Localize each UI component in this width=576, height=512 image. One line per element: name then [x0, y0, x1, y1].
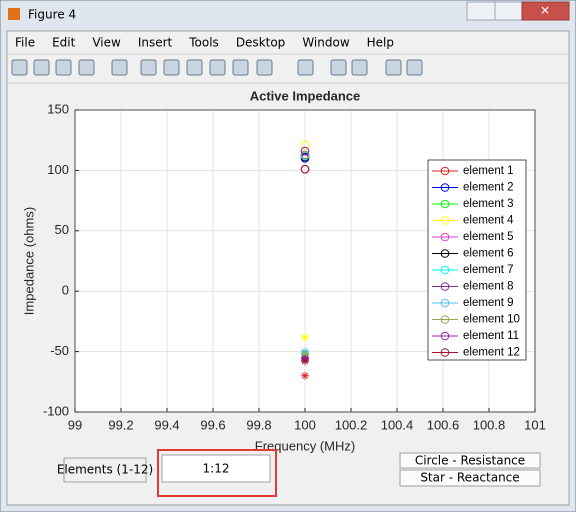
legend-label: element 2: [463, 182, 514, 194]
legend-label: element 6: [463, 248, 514, 260]
legend-swatch-marker: [440, 249, 450, 258]
legend-swatch-marker: [440, 348, 450, 357]
y-axis-label: Impedance (ohms): [21, 207, 36, 315]
elements-input[interactable]: [161, 454, 271, 483]
reactance-button-text: Star - Reactance: [420, 471, 519, 485]
toolbar-button[interactable]: [209, 59, 226, 76]
menu-item[interactable]: Edit: [52, 36, 76, 50]
menu-item[interactable]: File: [15, 36, 35, 50]
elements-label-text: Elements (1-12): [57, 463, 153, 477]
y-tick-label: 50: [55, 222, 69, 237]
x-tick-label: 99.6: [200, 417, 225, 432]
menu-item[interactable]: Desktop: [236, 36, 286, 50]
reactance-marker: [301, 371, 309, 380]
toolbar-button[interactable]: [186, 59, 203, 76]
toolbar-button[interactable]: [297, 59, 314, 76]
elements-input-text: 1:12: [203, 462, 230, 476]
y-tick-label: 0: [62, 283, 69, 298]
reactance-marker: [301, 333, 309, 342]
x-tick-label: 99: [68, 417, 82, 432]
close-button[interactable]: [521, 1, 570, 21]
legend-label: element 12: [463, 347, 520, 359]
legend-label: element 10: [463, 314, 520, 326]
axes-box: [74, 109, 536, 413]
resistance-marker: [300, 146, 310, 156]
legend-swatch-marker: [440, 315, 450, 324]
x-tick-label: 100.8: [473, 417, 506, 432]
legend-label: element 8: [463, 281, 514, 293]
y-tick-label: -100: [43, 403, 69, 418]
toolbar-button[interactable]: [406, 59, 423, 76]
x-tick-label: 99.2: [108, 417, 133, 432]
menu-item[interactable]: Insert: [138, 36, 173, 50]
legend-swatch-marker: [440, 331, 450, 341]
legend-swatch-marker: [440, 282, 450, 291]
reactance-marker: [301, 350, 309, 359]
window-title: Figure 4: [28, 8, 76, 22]
menu-item[interactable]: View: [92, 36, 121, 50]
legend-swatch-marker: [440, 183, 450, 192]
toolbar-button[interactable]: [163, 59, 180, 76]
toolbar-button[interactable]: [33, 59, 50, 76]
x-tick-label: 100.6: [427, 417, 460, 432]
toolbar-button[interactable]: [55, 59, 72, 76]
x-tick-label: 99.8: [246, 417, 271, 432]
toolbar-button[interactable]: [330, 59, 347, 76]
toolbar-button[interactable]: [385, 59, 402, 76]
reactance-marker: [301, 357, 309, 366]
chart-title: Active Impedance: [250, 88, 361, 103]
x-tick-label: 100.2: [335, 417, 368, 432]
resistance-marker: [300, 150, 310, 159]
elements-label: [63, 457, 147, 483]
resistance-button-text: Circle - Resistance: [415, 454, 525, 468]
x-axis-label: Frequency (MHz): [255, 438, 355, 453]
x-tick-label: 99.4: [154, 417, 179, 432]
reactance-button[interactable]: [399, 469, 541, 487]
x-tick-label: 101: [524, 417, 546, 432]
toolbar-button[interactable]: [111, 59, 128, 76]
y-tick-label: 100: [47, 162, 69, 177]
y-tick-label: -50: [50, 343, 69, 358]
minimize-button[interactable]: [466, 1, 496, 21]
resistance-marker: [300, 164, 310, 174]
legend-swatch-marker: [440, 166, 450, 176]
menu-item[interactable]: Help: [367, 36, 394, 50]
toolbar-button[interactable]: [351, 59, 368, 76]
toolbar-button[interactable]: [232, 59, 249, 76]
resistance-button[interactable]: [399, 452, 541, 469]
toolbar-button[interactable]: [78, 59, 95, 76]
legend-label: element 3: [463, 198, 514, 210]
legend-swatch-marker: [440, 232, 450, 242]
toolbar-button[interactable]: [11, 59, 28, 76]
legend-swatch-marker: [440, 199, 450, 209]
legend-swatch-marker: [440, 298, 450, 308]
legend-label: element 5: [463, 231, 514, 243]
legend-swatch-marker: [440, 265, 450, 275]
legend: [427, 159, 527, 361]
x-tick-label: 100: [294, 417, 316, 432]
legend-label: element 11: [463, 330, 519, 342]
app-icon: [8, 8, 20, 20]
y-tick-label: 150: [47, 101, 69, 116]
toolbar-button[interactable]: [140, 59, 157, 76]
legend-swatch-marker: [440, 216, 450, 225]
highlight-box: [157, 449, 277, 497]
close-glyph: ✕: [540, 4, 550, 18]
x-tick-label: 100.4: [381, 417, 414, 432]
legend-label: element 7: [463, 264, 514, 276]
legend-label: element 1: [463, 165, 514, 177]
legend-label: element 9: [463, 297, 514, 309]
toolbar-button[interactable]: [256, 59, 273, 76]
menu-item[interactable]: Window: [302, 36, 350, 50]
legend-label: element 4: [463, 215, 514, 227]
menu-item[interactable]: Tools: [188, 36, 219, 50]
resistance-marker: [300, 140, 310, 150]
maximize-button[interactable]: [494, 1, 523, 21]
